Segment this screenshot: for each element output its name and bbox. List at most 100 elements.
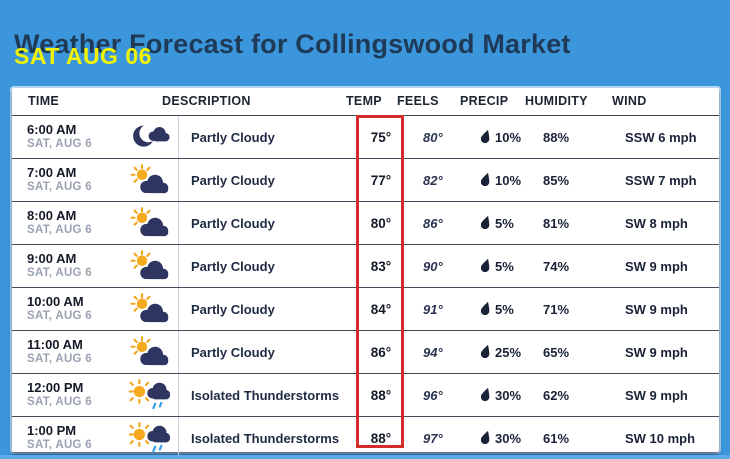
temp-cell: 77° (370, 172, 392, 188)
precip-cell: 30% (459, 387, 531, 404)
partly-cloudy-day-icon (128, 164, 170, 196)
time-label: 10:00 AM (27, 293, 84, 309)
description-cell: Isolated Thunderstorms (178, 374, 345, 416)
description-cell: Partly Cloudy (178, 159, 345, 201)
temp-cell: 75° (370, 129, 392, 145)
raindrop-icon (480, 258, 491, 275)
description-cell: Partly Cloudy (178, 288, 345, 330)
humidity-cell: 74% (543, 258, 570, 274)
time-cell: 6:00 AM SAT, AUG 6 (12, 122, 120, 151)
humidity-cell: 85% (543, 172, 570, 188)
time-cell: 10:00 AM SAT, AUG 6 (12, 293, 120, 323)
date-label: SAT, AUG 6 (27, 266, 92, 279)
temp-cell: 83° (370, 258, 392, 274)
isolated-thunderstorms-icon (128, 378, 170, 412)
wind-cell: SW 8 mph (625, 215, 688, 231)
date-label: SAT, AUG 6 (27, 395, 92, 408)
partly-cloudy-day-icon (128, 336, 170, 368)
date-label: SAT, AUG 6 (27, 352, 92, 365)
partly-cloudy-day-icon (128, 250, 170, 282)
precip-cell: 25% (459, 344, 531, 361)
description-cell: Partly Cloudy (178, 245, 345, 287)
time-cell: 9:00 AM SAT, AUG 6 (12, 251, 120, 280)
column-header-precip: PRECIP (460, 94, 509, 108)
table-body: 6:00 AM SAT, AUG 6 Partly Cloudy 75° 80°… (12, 116, 719, 459)
column-header-humidity: HUMIDITY (525, 94, 588, 108)
precip-cell: 5% (459, 301, 531, 318)
precip-value: 5% (495, 301, 514, 317)
feels-cell: 96° (423, 387, 443, 403)
raindrop-icon (480, 172, 491, 189)
time-cell: 12:00 PM SAT, AUG 6 (12, 379, 120, 409)
wind-cell: SW 9 mph (625, 258, 688, 274)
weather-icon-cell (120, 421, 178, 455)
table-row: 12:00 PM SAT, AUG 6 Isolated Thunderstor… (12, 374, 719, 417)
humidity-cell: 81% (543, 215, 570, 231)
forecast-table: TIME DESCRIPTION TEMP FEELS PRECIP HUMID… (12, 88, 719, 459)
time-cell: 8:00 AM SAT, AUG 6 (12, 207, 120, 237)
humidity-cell: 62% (543, 387, 570, 403)
partly-cloudy-night-icon (128, 122, 170, 152)
feels-cell: 82° (423, 172, 443, 188)
table-row: 1:00 PM SAT, AUG 6 Isolated Thunderstorm… (12, 417, 719, 459)
table-row: 10:00 AM SAT, AUG 6 Partly Cloudy 84° 91… (12, 288, 719, 331)
wind-cell: SW 9 mph (625, 387, 688, 403)
partly-cloudy-day-icon (128, 207, 170, 239)
time-label: 8:00 AM (27, 207, 77, 223)
precip-value: 30% (495, 387, 522, 403)
precip-cell: 10% (459, 172, 531, 189)
description-cell: Isolated Thunderstorms (178, 417, 345, 459)
raindrop-icon (480, 387, 491, 404)
time-cell: 11:00 AM SAT, AUG 6 (12, 337, 120, 366)
raindrop-icon (480, 215, 491, 232)
precip-value: 10% (495, 129, 522, 145)
feels-cell: 94° (423, 344, 443, 360)
description-cell: Partly Cloudy (178, 116, 345, 158)
description-cell: Partly Cloudy (178, 331, 345, 373)
humidity-cell: 65% (543, 344, 570, 360)
temp-cell: 84° (370, 301, 392, 317)
precip-value: 30% (495, 430, 522, 446)
page-title: Weather Forecast for Collingswood Market (14, 29, 571, 60)
date-label: SAT, AUG 6 (27, 137, 92, 150)
humidity-cell: 71% (543, 301, 570, 317)
precip-cell: 10% (459, 129, 531, 146)
temp-cell: 86° (370, 344, 392, 360)
weather-icon-cell (120, 336, 178, 368)
date-label: SAT, AUG 6 (27, 309, 92, 322)
humidity-cell: 88% (543, 129, 570, 145)
weather-icon-cell (120, 293, 178, 325)
temp-cell: 80° (370, 215, 392, 231)
humidity-cell: 61% (543, 430, 570, 446)
time-label: 12:00 PM (27, 379, 84, 395)
feels-cell: 97° (423, 430, 443, 446)
precip-cell: 5% (459, 258, 531, 275)
table-row: 8:00 AM SAT, AUG 6 Partly Cloudy 80° 86°… (12, 202, 719, 245)
weather-icon-cell (120, 250, 178, 282)
column-header-description: DESCRIPTION (162, 94, 251, 108)
column-header-wind: WIND (612, 94, 647, 108)
wind-cell: SW 10 mph (625, 430, 696, 446)
time-cell: 7:00 AM SAT, AUG 6 (12, 165, 120, 194)
date-label: SAT, AUG 6 (27, 223, 92, 236)
column-header-temp: TEMP (346, 94, 382, 108)
weather-icon-cell (120, 378, 178, 412)
precip-cell: 30% (459, 430, 531, 447)
wind-cell: SW 9 mph (625, 344, 688, 360)
column-header-feels: FEELS (397, 94, 439, 108)
feels-cell: 80° (423, 129, 443, 145)
column-header-time: TIME (28, 94, 60, 108)
table-header-row: TIME DESCRIPTION TEMP FEELS PRECIP HUMID… (12, 88, 719, 116)
feels-cell: 90° (423, 258, 443, 274)
precip-cell: 5% (459, 215, 531, 232)
raindrop-icon (480, 129, 491, 146)
feels-cell: 91° (423, 301, 443, 317)
partly-cloudy-day-icon (128, 293, 170, 325)
forecast-date: SAT AUG 06 (14, 43, 152, 69)
bottom-edge-strip (0, 455, 730, 459)
description-cell: Partly Cloudy (178, 202, 345, 244)
isolated-thunderstorms-icon (128, 421, 170, 455)
date-label: SAT, AUG 6 (27, 438, 92, 451)
time-cell: 1:00 PM SAT, AUG 6 (12, 423, 120, 452)
